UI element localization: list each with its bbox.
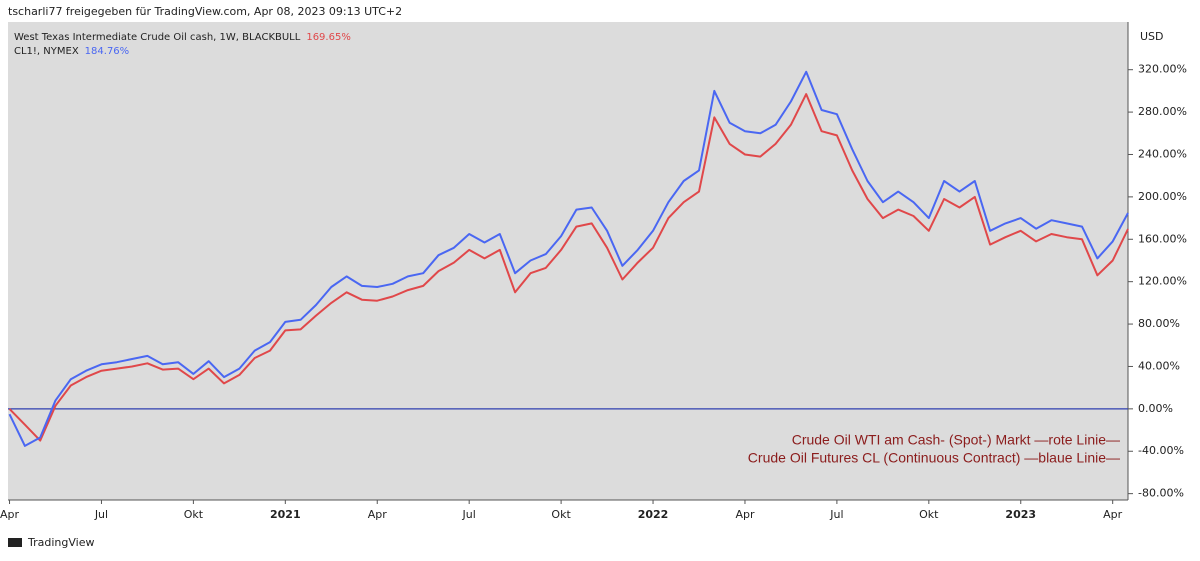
legend-entry: West Texas Intermediate Crude Oil cash, …	[14, 32, 301, 43]
annotation: Crude Oil Futures CL (Continuous Contrac…	[748, 450, 1120, 466]
x-tick-label: Okt	[919, 508, 939, 521]
y-tick-label: 40.00%	[1138, 359, 1180, 372]
annotation: Crude Oil WTI am Cash- (Spot-) Markt —ro…	[792, 432, 1120, 448]
x-tick-label: Jul	[829, 508, 843, 521]
x-tick-label: Apr	[0, 508, 20, 521]
y-tick-label: 280.00%	[1138, 105, 1187, 118]
x-tick-label: 2021	[270, 508, 301, 521]
y-tick-label: 240.00%	[1138, 147, 1187, 160]
x-tick-label: Apr	[735, 508, 755, 521]
y-tick-label: -40.00%	[1138, 444, 1184, 457]
y-tick-label: 320.00%	[1138, 63, 1187, 76]
series-line	[8, 70, 1129, 447]
legend-value: 169.65%	[306, 32, 351, 43]
x-tick-label: 2023	[1005, 508, 1036, 521]
series-line	[8, 93, 1129, 442]
header: tscharli77 freigegeben für TradingView.c…	[8, 5, 402, 18]
x-tick-label: Apr	[368, 508, 388, 521]
legend-entry: CL1!, NYMEX	[14, 46, 79, 57]
x-tick-label: Apr	[1103, 508, 1123, 521]
y-tick-label: 120.00%	[1138, 275, 1187, 288]
x-tick-label: Jul	[462, 508, 476, 521]
x-tick-label: Okt	[184, 508, 204, 521]
y-tick-label: 200.00%	[1138, 190, 1187, 203]
y-unit: USD	[1140, 30, 1164, 43]
y-tick-label: 0.00%	[1138, 402, 1173, 415]
x-tick-label: Jul	[94, 508, 108, 521]
y-tick-label: 80.00%	[1138, 317, 1180, 330]
plot-area	[8, 22, 1128, 500]
footer: TradingView	[27, 536, 94, 549]
x-tick-label: Okt	[551, 508, 571, 521]
logo	[8, 538, 22, 547]
x-tick-label: 2022	[638, 508, 669, 521]
y-tick-label: 160.00%	[1138, 232, 1187, 245]
legend-value: 184.76%	[85, 46, 130, 57]
y-tick-label: -80.00%	[1138, 487, 1184, 500]
